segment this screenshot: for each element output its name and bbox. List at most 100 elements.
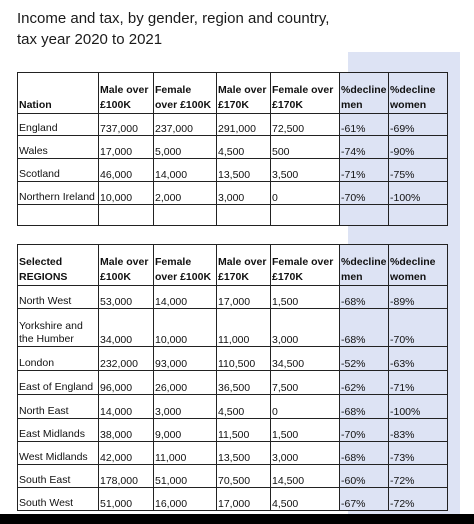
table-cell: 14,000 bbox=[153, 158, 217, 182]
region-table: Selected REGIONS Male over £100K Female … bbox=[17, 244, 448, 511]
empty-cell bbox=[339, 204, 389, 226]
header-female-100k: Female over £100K bbox=[153, 72, 217, 114]
table-cell: -52% bbox=[339, 346, 389, 371]
table-row: East Midlands 38,000 9,000 11,500 1,500 -70% -… bbox=[17, 418, 448, 442]
row-label-cell: Northern Ireland bbox=[17, 181, 99, 205]
table-cell: 2,000 bbox=[153, 181, 217, 205]
table-cell: 4,500 bbox=[216, 394, 271, 419]
table-cell: -68% bbox=[339, 308, 389, 347]
table-cell: 13,500 bbox=[216, 158, 271, 182]
table-cell: 51,000 bbox=[153, 464, 217, 488]
table-cell: 16,000 bbox=[153, 487, 217, 511]
header-decline-women: %decline women bbox=[388, 244, 448, 286]
row-label-cell: West Midlands bbox=[17, 441, 99, 465]
table-cell: -68% bbox=[339, 441, 389, 465]
empty-cell bbox=[216, 204, 271, 226]
table-cell: -100% bbox=[388, 394, 448, 419]
table-cell: 17,000 bbox=[216, 285, 271, 309]
table-cell: -72% bbox=[388, 464, 448, 488]
table-cell: 237,000 bbox=[153, 113, 217, 136]
table-cell: -63% bbox=[388, 346, 448, 371]
table-cell: 3,500 bbox=[270, 158, 340, 182]
table-cell: 110,500 bbox=[216, 346, 271, 371]
nation-header-row: Nation Male over £100K Female over £100K… bbox=[17, 72, 448, 114]
table-cell: -71% bbox=[388, 370, 448, 395]
table-cell: 14,500 bbox=[270, 464, 340, 488]
table-row: South East 178,000 51,000 70,500 14,500 -60% -… bbox=[17, 464, 448, 488]
table-cell: 11,000 bbox=[153, 441, 217, 465]
row-label-cell: South West bbox=[17, 487, 99, 511]
table-row: North West 53,000 14,000 17,000 1,500 -68% -89… bbox=[17, 285, 448, 309]
table-cell: -61% bbox=[339, 113, 389, 136]
row-label-cell: London bbox=[17, 346, 99, 371]
table-cell: 17,000 bbox=[98, 135, 154, 159]
header-decline-women: %decline women bbox=[388, 72, 448, 114]
table-cell: 46,000 bbox=[98, 158, 154, 182]
table-cell: -70% bbox=[339, 418, 389, 442]
table-cell: 38,000 bbox=[98, 418, 154, 442]
header-male-100k: Male over £100K bbox=[98, 72, 154, 114]
empty-cell bbox=[388, 204, 448, 226]
table-cell: 93,000 bbox=[153, 346, 217, 371]
title-line-2: tax year 2020 to 2021 bbox=[17, 31, 163, 48]
table-cell: 4,500 bbox=[216, 135, 271, 159]
table-cell: 11,500 bbox=[216, 418, 271, 442]
table-cell: 500 bbox=[270, 135, 340, 159]
header-decline-men: %decline men bbox=[339, 72, 389, 114]
table-cell: 10,000 bbox=[98, 181, 154, 205]
table-cell: -72% bbox=[388, 487, 448, 511]
table-cell: 34,000 bbox=[98, 308, 154, 347]
table-cell: 14,000 bbox=[153, 285, 217, 309]
table-cell: -70% bbox=[339, 181, 389, 205]
table-cell: 291,000 bbox=[216, 113, 271, 136]
table-row: South West 51,000 16,000 17,000 4,500 -67% -72… bbox=[17, 487, 448, 511]
table-cell: -70% bbox=[388, 308, 448, 347]
table-cell: 0 bbox=[270, 181, 340, 205]
header-male-100k: Male over £100K bbox=[98, 244, 154, 286]
row-label-cell: England bbox=[17, 113, 99, 136]
table-cell: 42,000 bbox=[98, 441, 154, 465]
table-cell: 53,000 bbox=[98, 285, 154, 309]
table-row: Yorkshire and the Humber 34,000 10,000 11,0… bbox=[17, 308, 448, 347]
table-cell: -73% bbox=[388, 441, 448, 465]
table-cell: -90% bbox=[388, 135, 448, 159]
header-male-170k: Male over £170K bbox=[216, 72, 271, 114]
table-cell: 232,000 bbox=[98, 346, 154, 371]
table-cell: 3,000 bbox=[216, 181, 271, 205]
row-label-cell: East of England bbox=[17, 370, 99, 395]
empty-cell bbox=[17, 204, 99, 226]
table-cell: 14,000 bbox=[98, 394, 154, 419]
table-cell: 737,000 bbox=[98, 113, 154, 136]
page-title: Income and tax, by gender, region and co… bbox=[17, 8, 457, 50]
table-cell: 34,500 bbox=[270, 346, 340, 371]
table-cell: 3,000 bbox=[270, 441, 340, 465]
header-regions: Selected REGIONS bbox=[17, 244, 99, 286]
header-nation: Nation bbox=[17, 72, 99, 114]
table-cell: -75% bbox=[388, 158, 448, 182]
header-female-170k: Female over £170K bbox=[270, 72, 340, 114]
table-cell: 96,000 bbox=[98, 370, 154, 395]
table-cell: 17,000 bbox=[216, 487, 271, 511]
region-header-row: Selected REGIONS Male over £100K Female … bbox=[17, 244, 448, 286]
row-label-cell: Wales bbox=[17, 135, 99, 159]
table-row: London 232,000 93,000 110,500 34,500 -52% -63% bbox=[17, 346, 448, 371]
row-label-cell: Yorkshire and the Humber bbox=[17, 308, 99, 347]
table-row: England 737,000 237,000 291,000 72,500 -61% -6… bbox=[17, 113, 448, 136]
row-label-cell: North West bbox=[17, 285, 99, 309]
table-cell: 0 bbox=[270, 394, 340, 419]
row-label-cell: Scotland bbox=[17, 158, 99, 182]
title-line-1: Income and tax, by gender, region and co… bbox=[17, 10, 330, 27]
table-cell: 3,000 bbox=[270, 308, 340, 347]
row-label-cell: South East bbox=[17, 464, 99, 488]
nation-table: Nation Male over £100K Female over £100K… bbox=[17, 72, 448, 226]
table-cell: 72,500 bbox=[270, 113, 340, 136]
table-cell: -68% bbox=[339, 394, 389, 419]
table-cell: 70,500 bbox=[216, 464, 271, 488]
row-label-cell: East Midlands bbox=[17, 418, 99, 442]
table-cell: 11,000 bbox=[216, 308, 271, 347]
table-cell: 51,000 bbox=[98, 487, 154, 511]
header-decline-men: %decline men bbox=[339, 244, 389, 286]
table-cell: 5,000 bbox=[153, 135, 217, 159]
table-cell: -67% bbox=[339, 487, 389, 511]
